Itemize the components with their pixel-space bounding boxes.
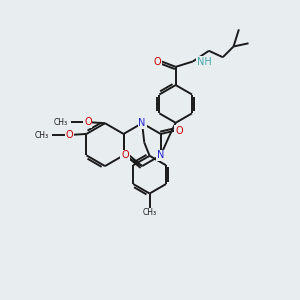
Text: CH₃: CH₃ bbox=[35, 130, 49, 140]
Text: O: O bbox=[121, 150, 129, 161]
Text: CH₃: CH₃ bbox=[53, 118, 68, 127]
Text: O: O bbox=[84, 117, 92, 127]
Text: O: O bbox=[175, 126, 183, 136]
Text: N: N bbox=[138, 118, 146, 128]
Text: NH: NH bbox=[197, 56, 212, 67]
Text: O: O bbox=[154, 56, 161, 67]
Text: O: O bbox=[65, 130, 73, 140]
Text: CH₃: CH₃ bbox=[142, 208, 157, 217]
Text: N: N bbox=[157, 150, 164, 161]
